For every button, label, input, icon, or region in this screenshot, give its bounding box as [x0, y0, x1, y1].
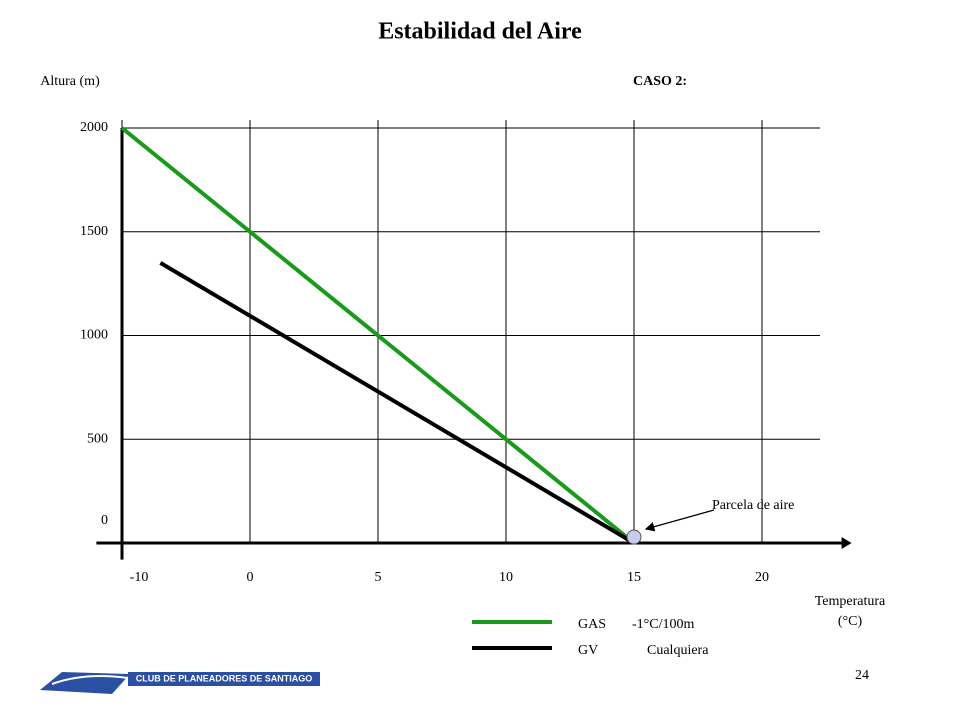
x-axis-label: (°C): [838, 614, 863, 629]
y-tick-label: 1500: [80, 224, 108, 239]
y-tick-label: 1000: [80, 328, 108, 343]
x-tick-label: 15: [627, 570, 641, 585]
x-tick-label: 10: [499, 570, 513, 585]
series-line: [159, 261, 636, 545]
legend-label: GV: [578, 643, 598, 658]
parcel-label: Parcela de aire: [712, 498, 794, 513]
parcel-arrow: [644, 509, 715, 532]
x-tick-label: 20: [755, 570, 769, 585]
y-tick-label: 500: [87, 431, 108, 446]
legend-description: -1°C/100m: [632, 617, 694, 632]
legend-label: GAS: [578, 617, 606, 632]
subtitle: CASO 2:: [633, 74, 687, 89]
x-tick-label: 5: [375, 570, 382, 585]
y-axis-label: Altura (m): [40, 74, 100, 89]
parcel-marker: [626, 529, 642, 545]
x-axis-label: Temperatura: [815, 594, 886, 609]
x-axis-arrow: [841, 537, 852, 549]
series-line: [120, 126, 636, 545]
x-tick-label: 0: [247, 570, 254, 585]
logo-shape: [40, 672, 130, 694]
x-tick-label: -10: [130, 570, 149, 585]
chart-title: Estabilidad del Aire: [378, 19, 582, 45]
y-tick-label: 2000: [80, 120, 108, 135]
logo-text: CLUB DE PLANEADORES DE SANTIAGO: [136, 673, 313, 683]
logo: CLUB DE PLANEADORES DE SANTIAGO: [40, 672, 320, 694]
page-number: 24: [855, 668, 869, 683]
y-tick-label: 0: [101, 513, 108, 528]
legend-description: Cualquiera: [647, 643, 709, 658]
logo-band: [128, 672, 320, 686]
logo-wing: [51, 675, 129, 685]
